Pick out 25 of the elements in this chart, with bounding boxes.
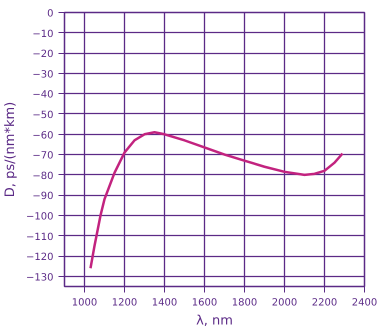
y-tick-label: −80 xyxy=(32,170,54,182)
x-tick-label: 1000 xyxy=(72,298,98,308)
y-tick-label: −30 xyxy=(32,69,54,80)
x-tick-label: 1600 xyxy=(192,298,218,308)
y-tick-label: −50 xyxy=(32,110,54,121)
x-tick-label: 1400 xyxy=(152,298,178,308)
x-tick-label: 2200 xyxy=(312,298,338,308)
y-tick-label: −120 xyxy=(26,252,54,264)
y-tick-label: −40 xyxy=(32,90,54,101)
y-tick-label: −20 xyxy=(32,49,54,60)
x-tick-label: 2400 xyxy=(352,298,378,308)
y-tick-label: −60 xyxy=(32,130,54,142)
y-tick-label: −70 xyxy=(32,150,54,162)
x-tick-label: 1800 xyxy=(232,298,258,308)
x-tick-label: 2000 xyxy=(272,298,298,308)
line-series xyxy=(89,131,344,270)
y-tick-label: −130 xyxy=(26,272,54,284)
y-tick-label: −10 xyxy=(32,28,54,40)
y-tick-label: −90 xyxy=(32,191,54,202)
y-tick-label: 0 xyxy=(47,8,54,20)
x-axis-title: λ, nm xyxy=(196,314,233,328)
y-tick-label: −110 xyxy=(26,232,54,243)
y-axis-title: D, ps/(nm*km) xyxy=(3,102,18,198)
y-tick-label: −100 xyxy=(26,211,54,222)
x-tick-label: 1200 xyxy=(112,298,138,308)
